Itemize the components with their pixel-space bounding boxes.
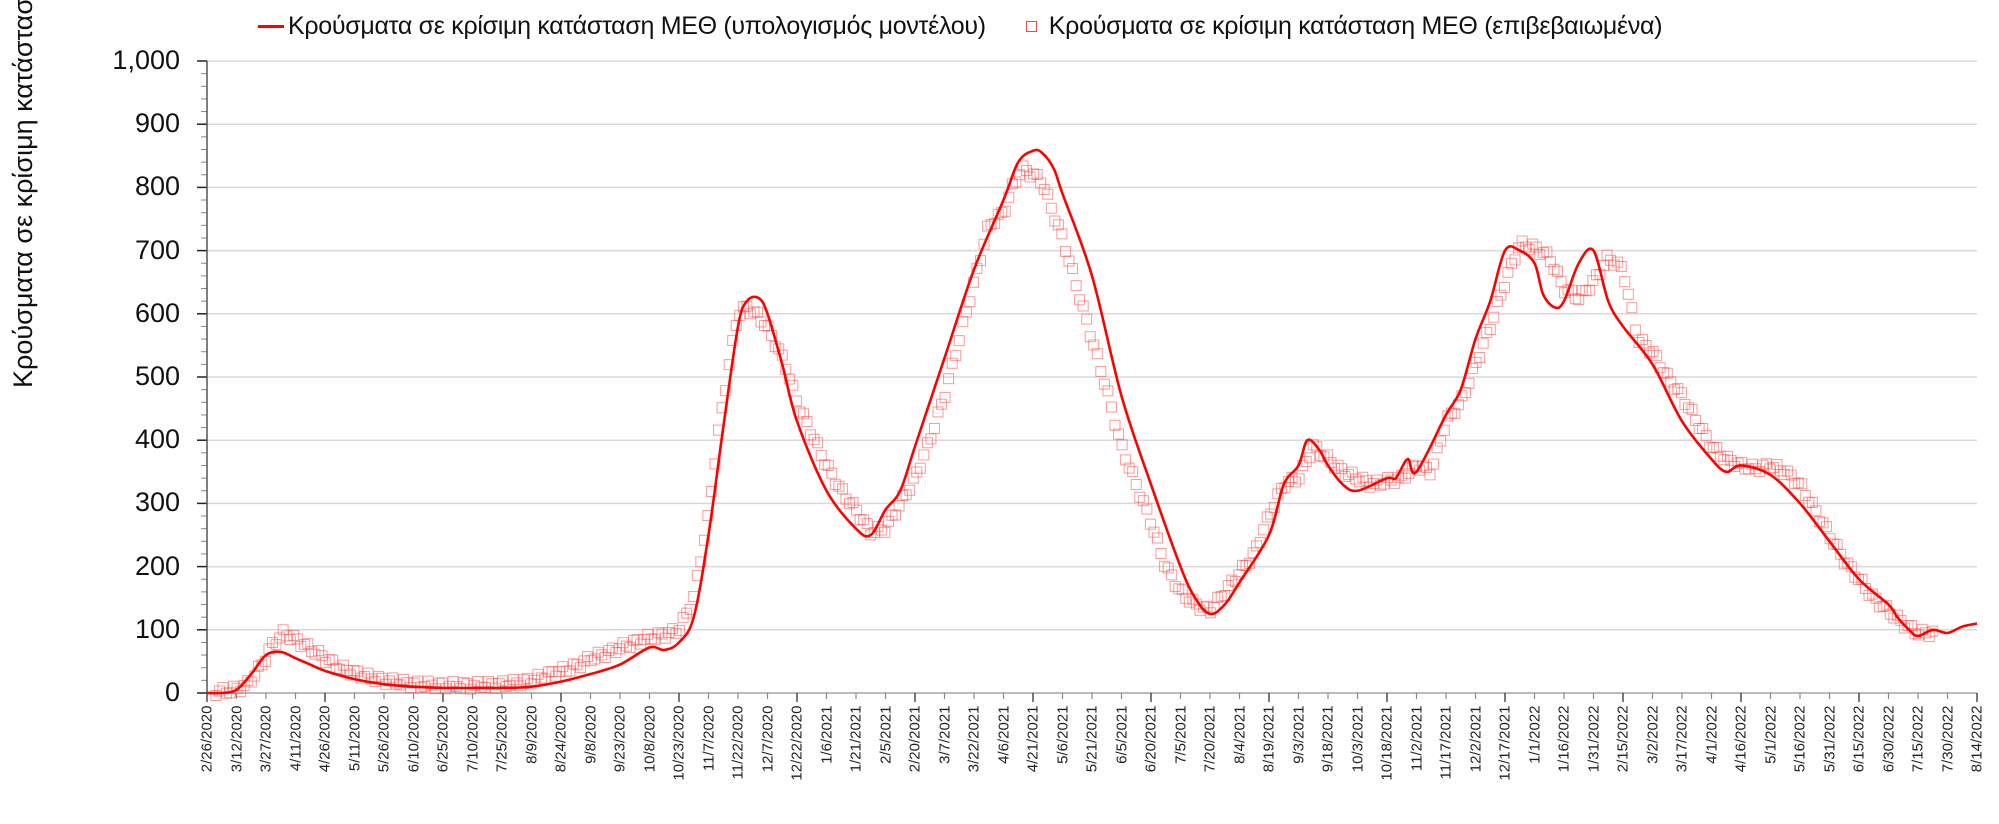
gridlines xyxy=(207,60,1977,631)
chart-legend: Κρούσματα σε κρίσιμη κατάσταση ΜΕΘ (υπολ… xyxy=(258,12,1700,41)
y-tick-label: 100 xyxy=(134,613,180,644)
legend-item-model: Κρούσματα σε κρίσιμη κατάσταση ΜΕΘ (υπολ… xyxy=(258,12,986,41)
y-tick-label: 0 xyxy=(164,677,180,707)
y-tick-label: 400 xyxy=(134,424,180,455)
legend-label-confirmed: Κρούσματα σε κρίσιμη κατάσταση ΜΕΘ (επιβ… xyxy=(1048,12,1663,40)
axes xyxy=(197,60,1978,702)
model-series-line xyxy=(206,148,1978,695)
legend-item-confirmed: Κρούσματα σε κρίσιμη κατάσταση ΜΕΘ (επιβ… xyxy=(1024,12,1663,41)
y-tick-label: 700 xyxy=(134,234,180,265)
y-tick-label: 500 xyxy=(134,361,180,391)
y-tick-label: 900 xyxy=(134,108,180,139)
y-tick-label: 200 xyxy=(134,550,180,581)
y-tick-label: 1,000 xyxy=(112,45,180,75)
y-tick-label: 800 xyxy=(134,171,180,202)
confirmed-series-markers xyxy=(210,160,1939,701)
y-tick-label: 300 xyxy=(134,487,180,518)
y-tick-label: 600 xyxy=(134,297,180,328)
line-swatch-icon xyxy=(258,25,284,28)
square-marker-icon xyxy=(1025,21,1037,32)
legend-label-model: Κρούσματα σε κρίσιμη κατάσταση ΜΕΘ (υπολ… xyxy=(288,12,986,40)
